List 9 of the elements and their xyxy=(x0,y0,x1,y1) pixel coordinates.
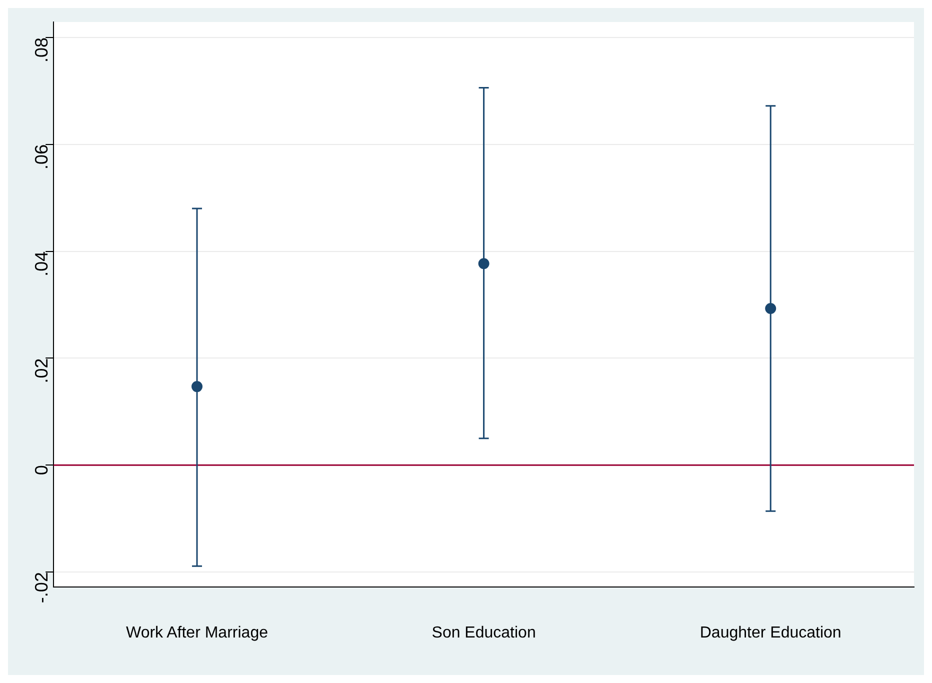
x-tick-label: Daughter Education xyxy=(700,624,842,642)
x-tick-label: Work After Marriage xyxy=(126,624,268,642)
y-tick-label: .02 xyxy=(32,358,52,384)
y-tick-label: 0 xyxy=(32,465,52,476)
x-tick-label: Son Education xyxy=(432,624,536,642)
y-tick-label: .04 xyxy=(32,251,52,276)
y-tick-label: -.02 xyxy=(32,572,52,604)
y-tick-label: .08 xyxy=(32,38,52,63)
y-tick-label: .06 xyxy=(32,144,52,170)
